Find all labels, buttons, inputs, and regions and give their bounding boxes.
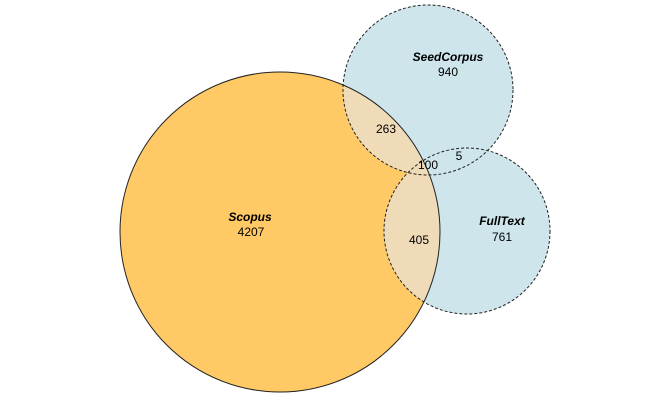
fulltext-outline bbox=[383, 147, 551, 315]
scopus-fulltext-overlap bbox=[384, 148, 440, 314]
all-three-count: 100 bbox=[418, 158, 438, 172]
seedcorpus-label: SeedCorpus bbox=[413, 50, 484, 64]
seedcorpus-count: 940 bbox=[438, 65, 458, 79]
fulltext-count: 761 bbox=[492, 230, 512, 244]
seedcorpus-fulltext-count: 5 bbox=[456, 149, 463, 163]
scopus-fulltext-count: 405 bbox=[409, 233, 429, 247]
scopus-seedcorpus-count: 263 bbox=[376, 122, 396, 136]
seedcorpus-outline bbox=[342, 4, 514, 176]
scopus-outline bbox=[119, 71, 441, 393]
fulltext-label: FullText bbox=[479, 214, 526, 228]
scopus-count: 4207 bbox=[238, 225, 265, 239]
scopus-circle bbox=[120, 72, 440, 392]
scopus-label: Scopus bbox=[228, 210, 272, 224]
